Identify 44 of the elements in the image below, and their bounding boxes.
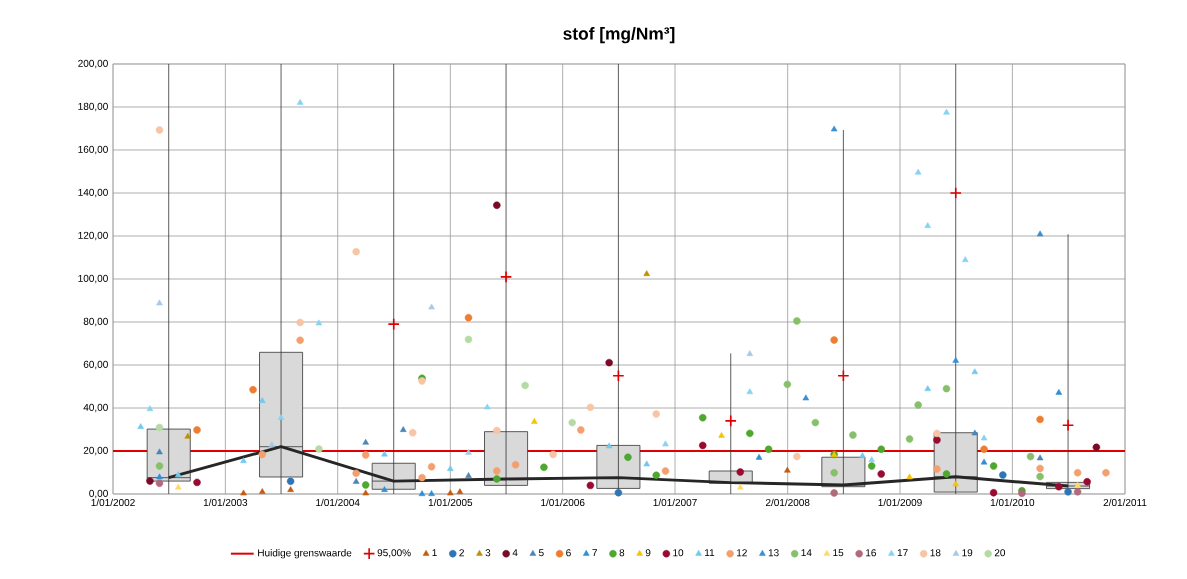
legend-label: 12: [737, 549, 747, 557]
legend-label: 6: [566, 549, 571, 557]
x-tick-label: 1/01/2006: [541, 498, 585, 507]
legend-label: 14: [801, 549, 812, 557]
y-tick-label: 60,00: [83, 360, 108, 370]
y-tick-label: 100,00: [78, 274, 108, 284]
y-tick-label: 140,00: [78, 188, 108, 198]
legend-label: 19: [962, 549, 973, 557]
legend-label: 13: [768, 549, 779, 557]
legend-label: 5: [538, 549, 544, 557]
legend-label: 3: [485, 549, 491, 557]
legend-label: 10: [673, 549, 684, 557]
x-tick-label: 1/01/2002: [91, 498, 135, 507]
x-tick-label: 2/01/2011: [1103, 498, 1147, 507]
y-tick-label: 160,00: [78, 145, 108, 155]
legend-label: 4: [512, 549, 518, 557]
legend-label: Huidige grenswaarde: [258, 549, 352, 559]
legend-label: 2: [459, 549, 464, 557]
legend-label: 11: [705, 549, 715, 557]
x-tick-label: 1/01/2004: [316, 498, 360, 507]
legend-label: 15: [833, 549, 844, 557]
legend-label: 17: [897, 549, 908, 557]
y-tick-label: 20,00: [83, 446, 108, 456]
legend-label: 95,00%: [377, 549, 411, 558]
chart-title: stof [mg/Nm³]: [563, 27, 675, 44]
legend-label: 9: [645, 549, 651, 557]
x-tick-label: 1/01/2005: [428, 498, 473, 507]
y-tick-label: 0,00: [89, 489, 108, 499]
y-tick-label: 200,00: [78, 59, 108, 69]
legend-label: 16: [866, 549, 876, 557]
y-tick-label: 180,00: [78, 102, 108, 112]
x-tick-label: 1/01/2009: [878, 498, 922, 507]
legend-label: 18: [930, 549, 941, 557]
legend-label: 8: [619, 549, 625, 557]
y-tick-label: 120,00: [78, 231, 108, 241]
x-tick-label: 1/01/2010: [990, 498, 1035, 507]
y-tick-label: 80,00: [83, 317, 108, 327]
x-tick-label: 1/01/2007: [653, 498, 697, 507]
legend-label: 7: [592, 549, 597, 557]
x-tick-label: 2/01/2008: [765, 498, 810, 507]
legend-label: 1: [432, 549, 437, 557]
x-tick-label: 1/01/2003: [203, 498, 248, 507]
legend-label: 20: [994, 549, 1006, 557]
y-tick-label: 40,00: [83, 403, 108, 413]
